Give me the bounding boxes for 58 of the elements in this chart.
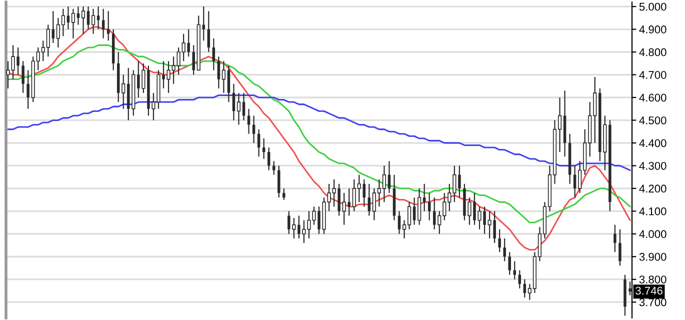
candlestick	[207, 10, 210, 53]
candlestick	[192, 44, 195, 76]
candlestick	[513, 260, 516, 280]
y-tick-label: 4.000	[639, 230, 666, 238]
candlestick	[227, 65, 230, 103]
candlestick	[272, 160, 276, 176]
candlestick	[52, 10, 55, 44]
y-tick-label: 4.100	[639, 207, 666, 216]
y-tick-label: 3.700	[639, 298, 666, 306]
candlestick	[232, 83, 236, 121]
y-tick-label: 4.900	[639, 26, 666, 34]
candlestick	[252, 115, 256, 144]
candlestick	[202, 6, 206, 42]
candlestick	[508, 252, 511, 276]
candlestick	[503, 238, 506, 262]
y-tick-label: 4.800	[639, 48, 666, 56]
candlestick	[398, 210, 401, 234]
candlestick	[26, 70, 30, 110]
y-tick-label: 4.600	[639, 94, 666, 102]
candlestick	[282, 188, 286, 200]
candlestick	[222, 60, 226, 94]
candlestick	[102, 8, 105, 39]
candlestick	[498, 228, 501, 253]
y-tick-label: 4.300	[639, 162, 666, 170]
candlestick	[432, 196, 436, 230]
annotation: 3.746	[636, 286, 662, 295]
candlestick	[262, 138, 266, 160]
y-tick-label: 3.900	[639, 252, 666, 261]
candlestick	[106, 10, 110, 42]
candlestick	[96, 6, 100, 30]
candlestick	[523, 278, 526, 298]
candlestick	[76, 6, 80, 26]
candlestick	[418, 188, 422, 226]
candlestick	[422, 183, 426, 212]
candlestick	[217, 56, 220, 89]
candlestick	[122, 74, 126, 110]
candlestick	[458, 165, 461, 198]
candlestick	[236, 92, 241, 126]
candlestick	[247, 108, 250, 134]
candlestick	[628, 281, 632, 296]
candlestick	[91, 8, 96, 34]
candlestick	[518, 270, 522, 289]
candlestick	[66, 6, 70, 30]
candlestick	[614, 224, 616, 253]
candlestick	[428, 192, 431, 221]
line-series	[7, 94, 631, 171]
candlestick	[81, 6, 86, 34]
y-tick-label: 4.400	[639, 139, 666, 148]
y-tick-label: 4.500	[639, 116, 666, 124]
y-tick-label: 4.200	[639, 184, 666, 193]
candlestick	[71, 8, 76, 39]
y-tick-label: 5.000	[639, 2, 666, 11]
y-tick-label: 4.700	[639, 71, 666, 79]
y-tick-label: 3.800	[639, 276, 666, 284]
candlestick	[22, 60, 24, 94]
line-series	[7, 44, 631, 224]
candlestick	[618, 228, 622, 266]
candlestick	[277, 165, 280, 198]
